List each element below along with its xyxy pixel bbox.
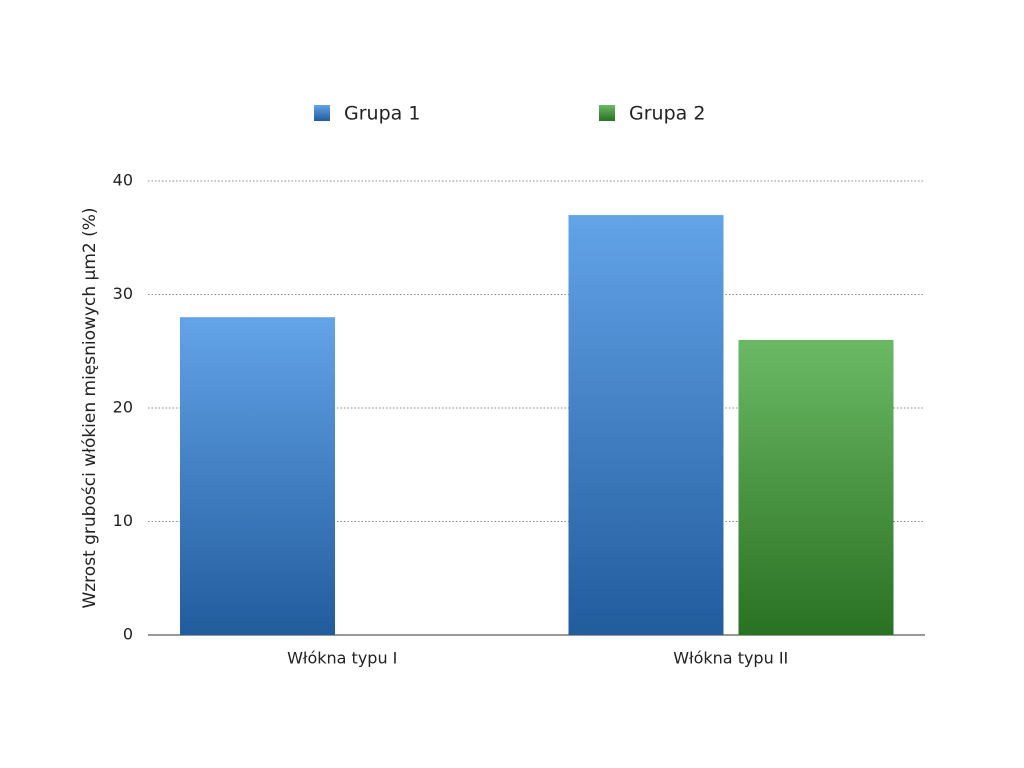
bar <box>180 317 335 635</box>
y-axis-label: Wzrost grubości włókien mięsniowych µm2 … <box>80 207 100 608</box>
x-tick-label: Włókna typu II <box>673 649 788 668</box>
bar <box>738 339 894 635</box>
legend-swatch <box>314 105 330 121</box>
legend-swatch <box>599 105 615 121</box>
y-tick-label: 20 <box>113 398 133 417</box>
legend-label: Grupa 1 <box>344 103 420 125</box>
legend-label: Grupa 2 <box>629 103 705 125</box>
x-tick-label: Włókna typu I <box>287 649 397 668</box>
y-tick-label: 10 <box>113 511 133 530</box>
y-tick-label: 30 <box>113 284 133 303</box>
y-tick-label: 40 <box>113 171 133 190</box>
y-tick-label: 0 <box>123 625 133 644</box>
bar <box>568 215 724 636</box>
